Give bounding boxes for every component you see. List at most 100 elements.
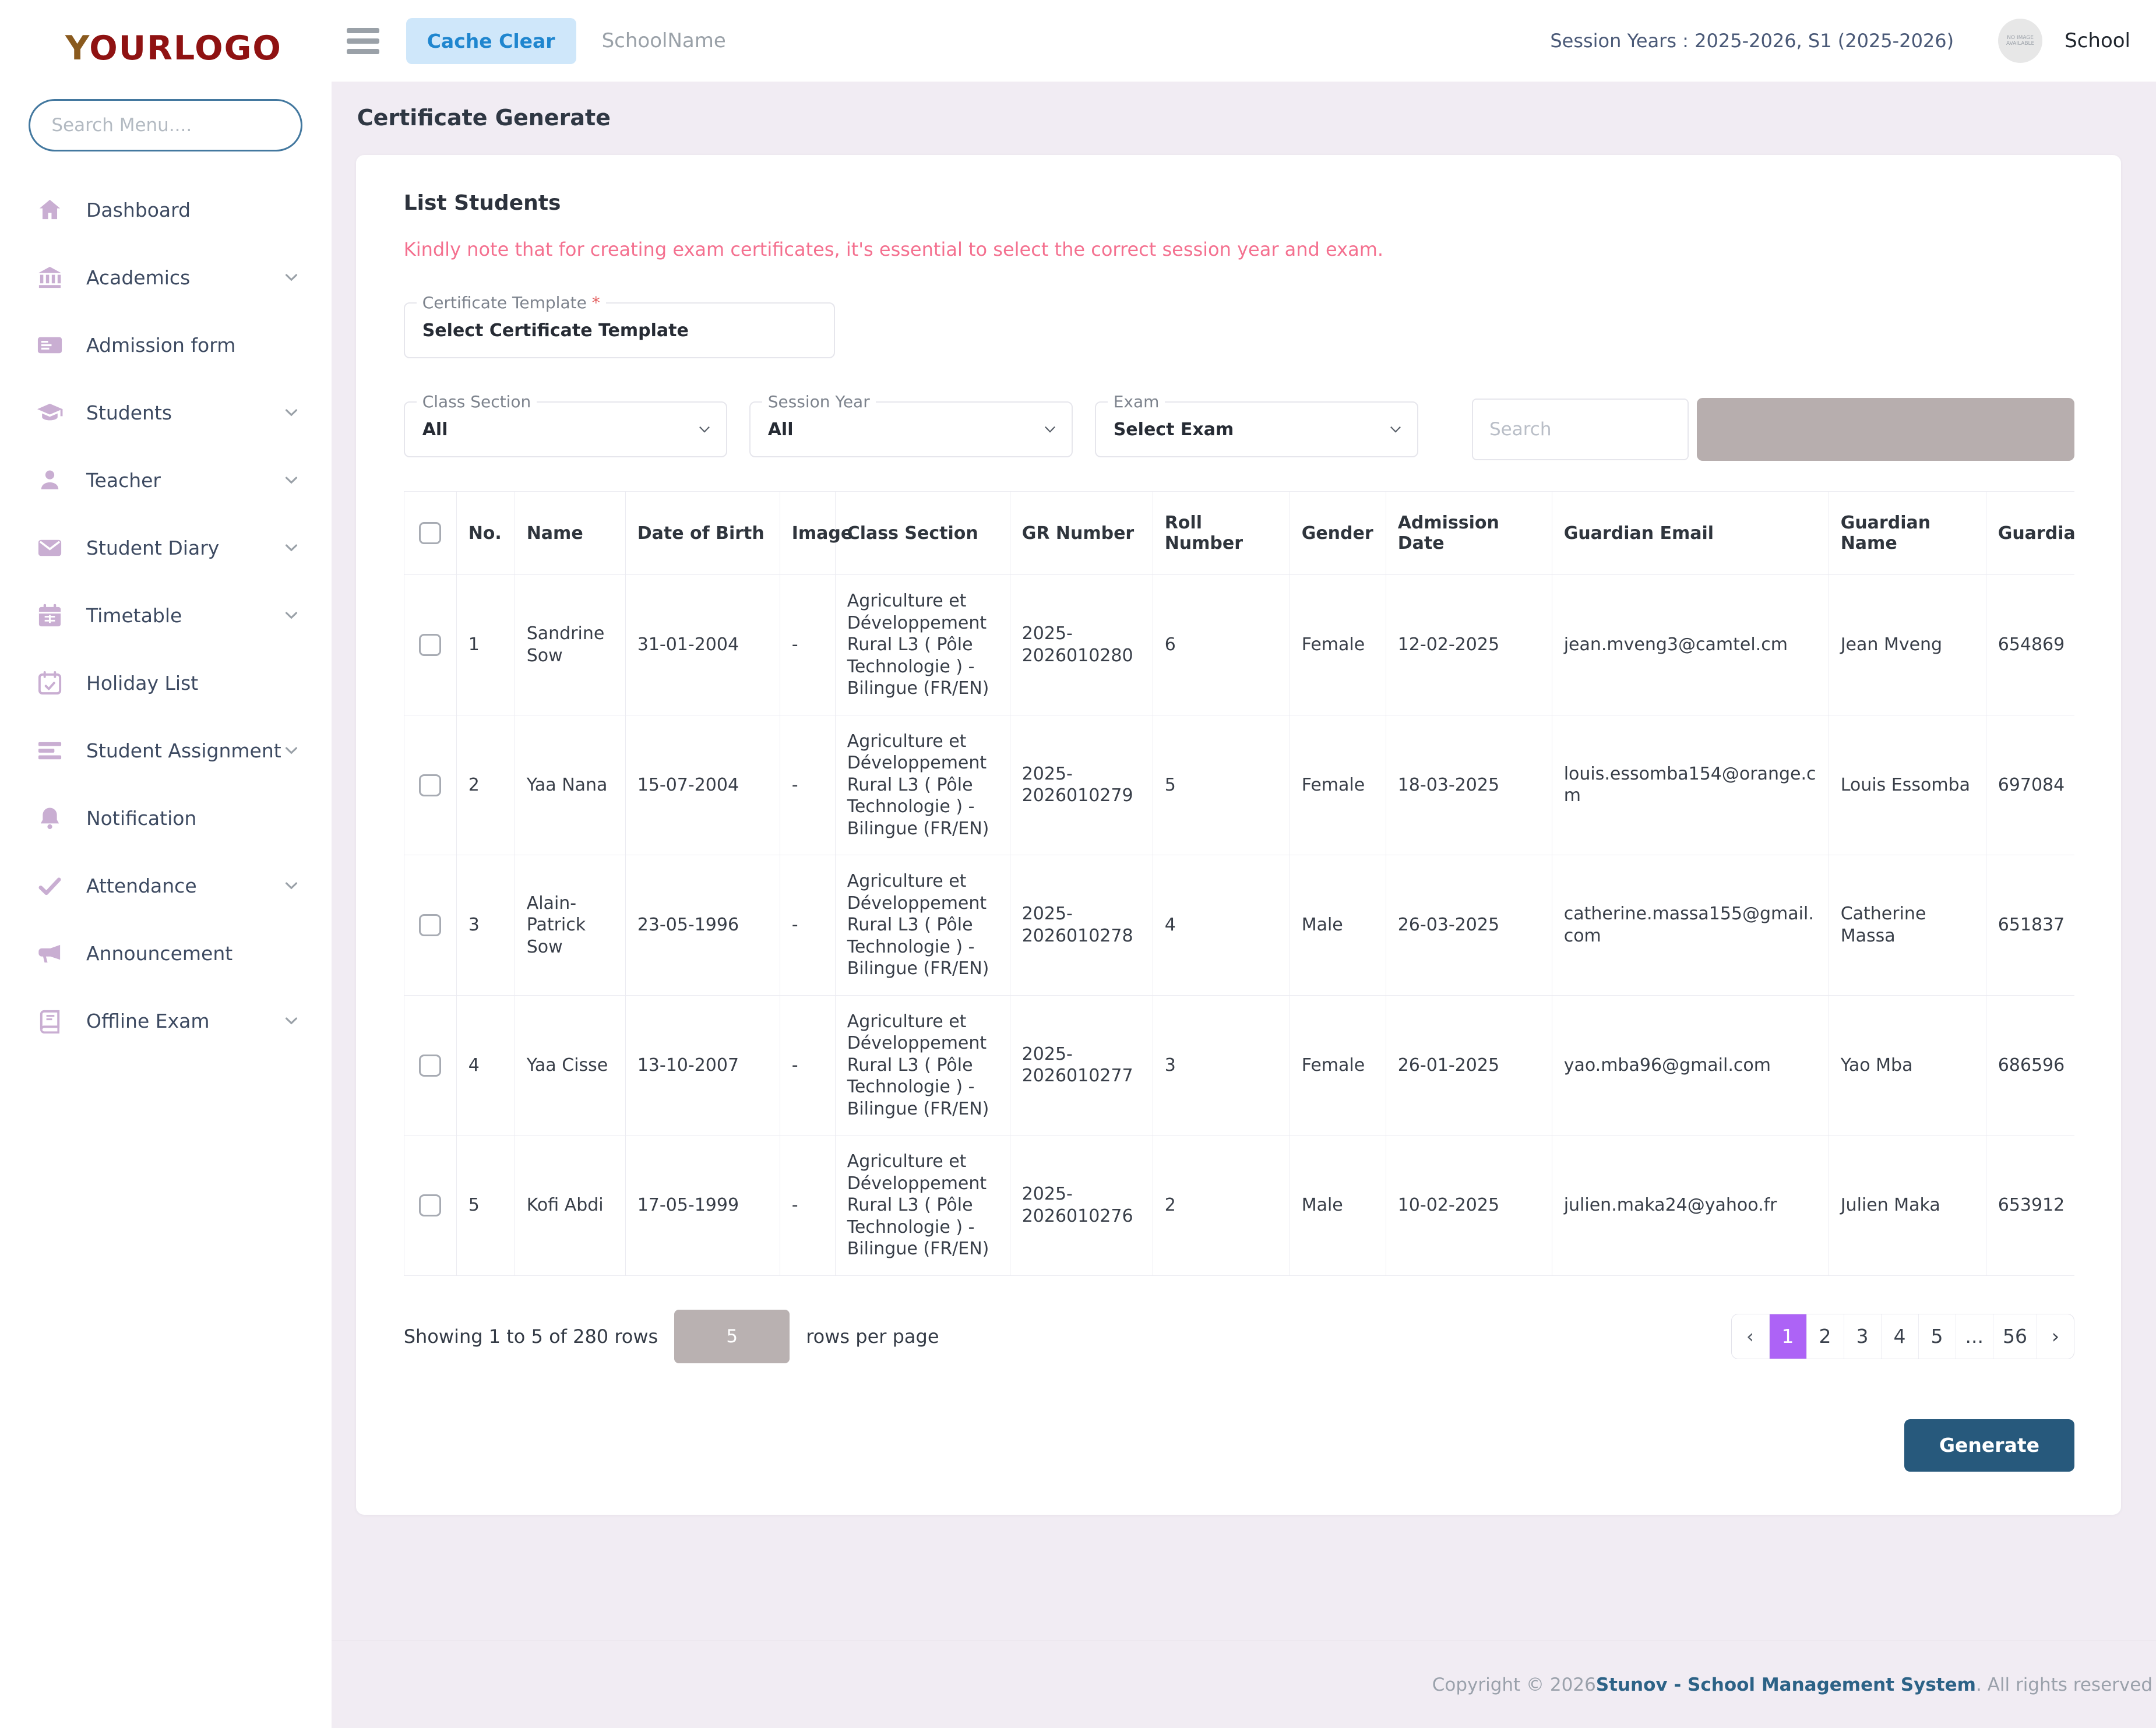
sidebar-item-notification[interactable]: Notification bbox=[0, 784, 332, 852]
copyright-prefix: Copyright © 2026 bbox=[1432, 1674, 1596, 1695]
filter-select-class-section[interactable]: Class Section All bbox=[403, 392, 727, 457]
main-area: Cache Clear SchoolName Session Years : 2… bbox=[331, 0, 2156, 1728]
cell-roll-number: 3 bbox=[1152, 995, 1290, 1135]
cell-gr-number: 2025-2026010278 bbox=[1009, 855, 1153, 996]
cell-image: - bbox=[779, 574, 836, 715]
sidebar-item-attendance[interactable]: Attendance bbox=[0, 852, 332, 919]
cell-gr-number: 2025-2026010280 bbox=[1009, 574, 1153, 715]
pagination-page[interactable]: 3 bbox=[1843, 1314, 1881, 1359]
chevron-down-icon bbox=[281, 740, 301, 760]
certificate-template-select[interactable]: Certificate Template * Select Certificat… bbox=[403, 293, 835, 358]
table-row: 1 Sandrine Sow 31-01-2004- Agriculture et D… bbox=[403, 574, 2074, 715]
pagination-prev[interactable]: ‹ bbox=[1746, 1325, 1755, 1348]
rows-per-page-button[interactable]: 5 bbox=[674, 1309, 790, 1363]
filters-row: Class Section All Session Year All Exam Selec… bbox=[403, 392, 2074, 461]
card-heading: List Students bbox=[403, 191, 561, 215]
sidebar-item-label: Student Diary bbox=[86, 536, 220, 559]
hamburger-menu-icon[interactable] bbox=[346, 27, 379, 54]
row-checkbox[interactable] bbox=[419, 634, 442, 656]
sidebar-item-label: Holiday List bbox=[86, 671, 199, 694]
row-checkbox[interactable] bbox=[419, 774, 442, 796]
row-checkbox[interactable] bbox=[419, 914, 442, 936]
certificate-template-value: Select Certificate Template bbox=[422, 320, 689, 341]
showing-text: Showing 1 to 5 of 280 rows bbox=[403, 1325, 658, 1348]
row-checkbox[interactable] bbox=[419, 1194, 442, 1216]
table-search-input[interactable] bbox=[1472, 399, 1689, 460]
row-checkbox[interactable] bbox=[419, 1054, 442, 1077]
column-header-image: Image bbox=[779, 491, 852, 575]
academics-icon bbox=[35, 264, 64, 291]
cache-clear-button[interactable]: Cache Clear bbox=[406, 17, 576, 64]
pagination-page[interactable]: 1 bbox=[1769, 1314, 1806, 1359]
profile-label[interactable]: School bbox=[2065, 29, 2130, 52]
sidebar-item-label: Offline Exam bbox=[86, 1009, 210, 1032]
school-name-link[interactable]: SchoolName bbox=[601, 29, 726, 52]
cell-gender: Female bbox=[1289, 714, 1386, 855]
offline-exam-icon bbox=[35, 1007, 64, 1035]
page-title: Certificate Generate bbox=[357, 105, 611, 131]
filter-select-session-year[interactable]: Session Year All bbox=[749, 392, 1073, 457]
admission-form-icon bbox=[35, 332, 64, 359]
home-icon bbox=[35, 196, 64, 224]
cell-name: Yaa Cisse bbox=[514, 995, 626, 1135]
cell-guardian-email: louis.essomba154@orange.cm bbox=[1551, 714, 1829, 855]
filter-select-exam[interactable]: Exam Select Exam bbox=[1094, 392, 1418, 457]
cell-roll-number: 2 bbox=[1152, 1135, 1290, 1276]
sidebar-item-academics[interactable]: Academics bbox=[0, 244, 332, 311]
sidebar-item-label: Students bbox=[86, 401, 172, 424]
teacher-icon bbox=[35, 467, 64, 494]
sidebar-item-label: Academics bbox=[86, 266, 191, 289]
filter-value: All bbox=[422, 419, 448, 440]
sidebar-item-student-diary[interactable]: Student Diary bbox=[0, 514, 332, 581]
pagination-page[interactable]: 4 bbox=[1880, 1314, 1918, 1359]
cell-dob: 31-01-2004 bbox=[625, 574, 780, 715]
refresh-button[interactable] bbox=[1755, 429, 1762, 430]
generate-button[interactable]: Generate bbox=[1904, 1419, 2074, 1472]
notification-icon bbox=[35, 805, 64, 832]
chevron-down-icon bbox=[281, 538, 301, 558]
cell-guardian-name: Julien Maka bbox=[1828, 1135, 1986, 1276]
export-button[interactable] bbox=[2004, 429, 2017, 430]
pagination-next[interactable]: › bbox=[2037, 1314, 2074, 1359]
page-footer: Copyright © 2026 Stunov - School Managem… bbox=[331, 1641, 2156, 1728]
cell-gr-number: 2025-2026010276 bbox=[1009, 1135, 1153, 1276]
copyright-link[interactable]: Stunov - School Management System bbox=[1595, 1674, 1976, 1695]
sidebar-item-timetable[interactable]: Timetable bbox=[0, 581, 332, 649]
cell-image: - bbox=[779, 855, 836, 996]
cell-admission-date: 12-02-2025 bbox=[1385, 574, 1552, 715]
sidebar-item-holiday-list[interactable]: Holiday List bbox=[0, 649, 332, 717]
announcement-icon bbox=[35, 940, 64, 967]
select-all-checkbox[interactable] bbox=[419, 522, 442, 544]
sidebar-item-label: Teacher bbox=[86, 468, 161, 492]
attendance-icon bbox=[35, 872, 64, 900]
pagination-page[interactable]: 5 bbox=[1918, 1314, 1956, 1359]
filter-selects: Class Section All Session Year All Exam Selec… bbox=[403, 392, 1418, 457]
cell-guardian-email: julien.maka24@yahoo.fr bbox=[1551, 1135, 1829, 1276]
rows-per-page-label: rows per page bbox=[806, 1325, 939, 1348]
table-row: 5 Kofi Abdi 17-05-1999- Agriculture et Déve… bbox=[403, 1135, 2074, 1276]
pagination-page[interactable]: ... bbox=[1955, 1314, 1993, 1359]
sidebar-item-announcement[interactable]: Announcement bbox=[0, 919, 332, 987]
filter-label: Class Section bbox=[416, 392, 537, 411]
certificate-note: Kindly note that for creating exam certi… bbox=[403, 238, 1384, 260]
cell-class-section: Agriculture et Développement Rural L3 ( … bbox=[834, 855, 1010, 996]
sidebar-item-teacher[interactable]: Teacher bbox=[0, 446, 332, 514]
column-header-gr-number: GR Number bbox=[1009, 491, 1153, 575]
cell-no: 5 bbox=[456, 1135, 515, 1276]
cell-image: - bbox=[779, 995, 836, 1135]
columns-button[interactable] bbox=[1876, 429, 1889, 430]
cell-image: - bbox=[779, 714, 836, 855]
sidebar-item-label: Notification bbox=[86, 806, 197, 830]
sidebar-item-dashboard[interactable]: Dashboard bbox=[0, 176, 332, 244]
sidebar-item-offline-exam[interactable]: Offline Exam bbox=[0, 987, 332, 1055]
sidebar-item-admission-form[interactable]: Admission form bbox=[0, 311, 332, 379]
column-header-admission-date: Admission Date bbox=[1385, 491, 1552, 575]
column-header-roll-number: Roll Number bbox=[1152, 491, 1290, 575]
sidebar-item-students[interactable]: Students bbox=[0, 379, 332, 446]
sidebar-search-input[interactable] bbox=[29, 99, 303, 151]
avatar[interactable]: NO IMAGE AVAILABLE bbox=[1998, 19, 2043, 63]
pagination-page[interactable]: 2 bbox=[1806, 1314, 1844, 1359]
filter-value: All bbox=[767, 419, 794, 440]
sidebar-item-student-assignment[interactable]: Student Assignment bbox=[0, 717, 332, 784]
pagination-page[interactable]: 56 bbox=[1993, 1314, 2037, 1359]
